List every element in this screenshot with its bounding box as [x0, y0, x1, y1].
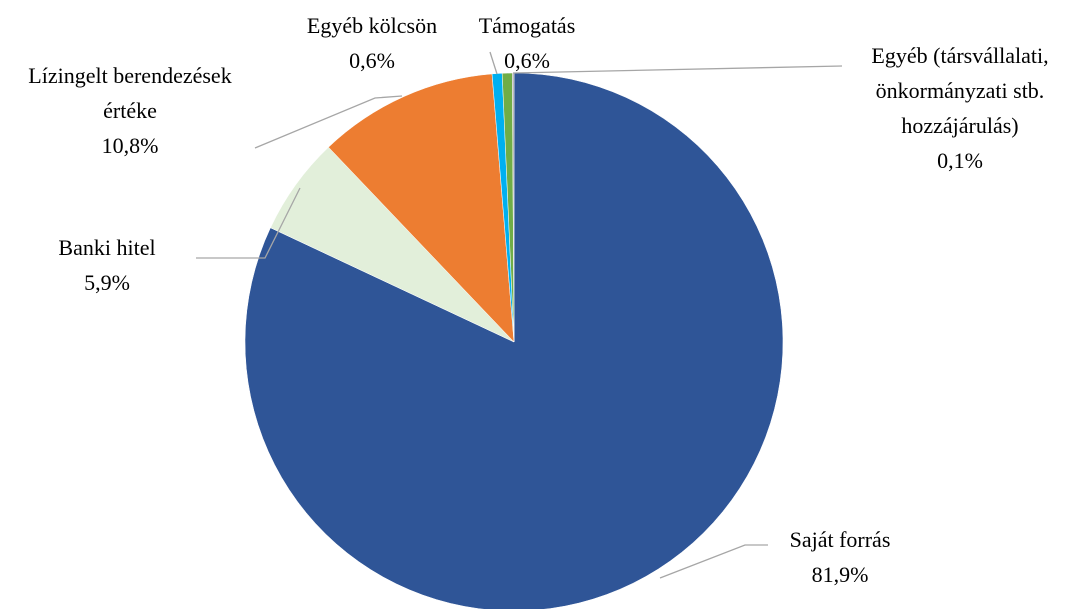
category-label: Banki hitel: [58, 235, 156, 260]
category-label: Egyéb (társvállalati, önkormányzati stb.…: [871, 43, 1049, 138]
value-label: 0,6%: [504, 48, 550, 73]
value-label: 81,9%: [811, 562, 869, 587]
pie-slice: [328, 73, 515, 343]
leader-line: [512, 65, 843, 74]
category-label: Saját forrás: [789, 527, 891, 552]
leader-line: [659, 544, 768, 579]
data-label: Lízingelt berendezések értéke 10,8%: [5, 58, 255, 163]
leader-line: [196, 187, 301, 259]
value-label: 5,9%: [84, 270, 130, 295]
data-label: Banki hitel 5,9%: [27, 230, 187, 300]
value-label: 10,8%: [101, 133, 159, 158]
category-label: Támogatás: [478, 13, 576, 38]
value-label: 0,6%: [349, 48, 395, 73]
data-label: Egyéb (társvállalati, önkormányzati stb.…: [845, 38, 1075, 178]
data-label: Támogatás 0,6%: [462, 8, 592, 78]
category-label: Lízingelt berendezések értéke: [28, 63, 232, 123]
data-label: Saját forrás 81,9%: [760, 522, 920, 592]
value-label: 0,1%: [937, 148, 983, 173]
leader-line: [254, 95, 403, 149]
data-label: Egyéb kölcsön 0,6%: [287, 8, 457, 78]
leader-line: [489, 51, 498, 75]
category-label: Egyéb kölcsön: [306, 13, 438, 38]
